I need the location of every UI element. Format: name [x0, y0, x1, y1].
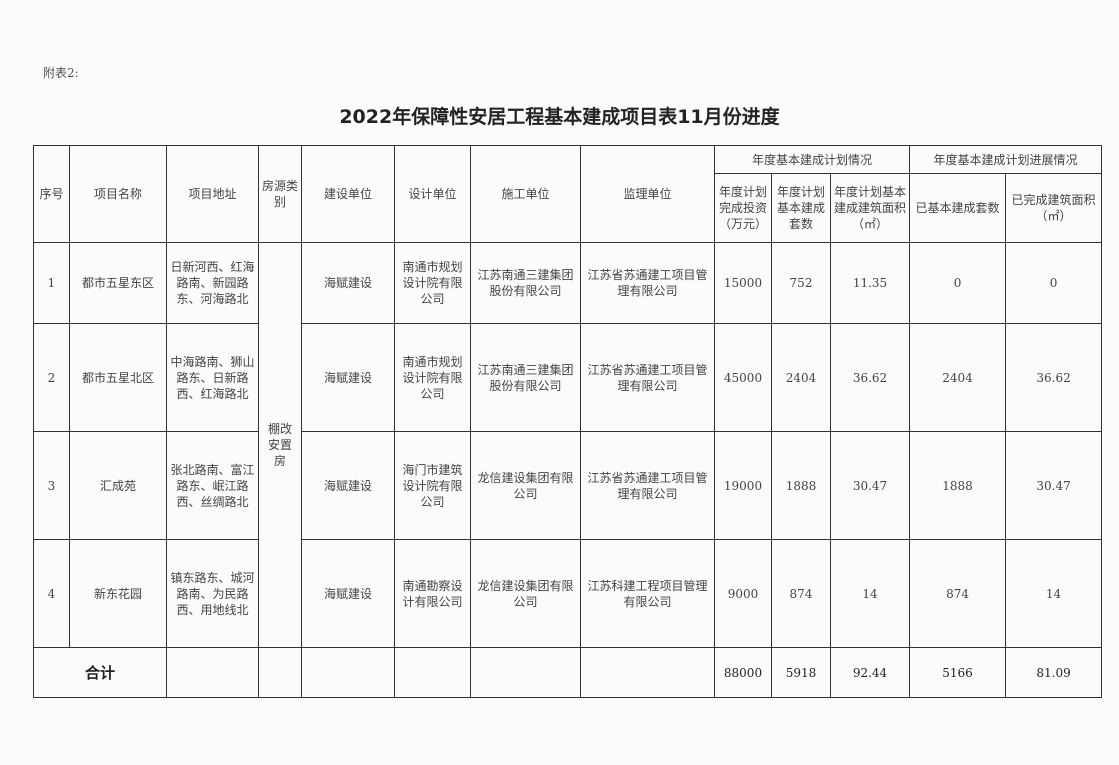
row-plan-units: 874: [771, 539, 831, 648]
row-address: 日新河西、红海路南、新园路东、河海路北: [166, 242, 259, 324]
header-name: 项目名称: [69, 145, 167, 243]
row-builder: 海赋建设: [301, 242, 395, 324]
header-plan-investment: 年度计划完成投资（万元）: [714, 173, 772, 243]
row-plan-area: 30.47: [829, 431, 911, 540]
total-plan-units: 5918: [771, 647, 831, 698]
total-empty: [258, 647, 302, 698]
row-supervisor: 江苏省苏通建工项目管理有限公司: [580, 242, 715, 324]
row-done-units: 0: [909, 242, 1007, 324]
row-builder: 海赋建设: [301, 539, 395, 648]
row-address: 中海路南、狮山路东、日新路西、红海路北: [166, 323, 259, 432]
header-plan-group: 年度基本建成计划情况: [713, 145, 911, 174]
header-done-units: 已基本建成套数: [909, 173, 1007, 243]
row-plan-area: 11.35: [829, 242, 911, 324]
total-plan-area: 92.44: [829, 647, 911, 698]
header-index: 序号: [33, 145, 70, 243]
row-plan-units: 2404: [771, 323, 831, 432]
row-contractor: 江苏南通三建集团股份有限公司: [470, 242, 581, 324]
row-done-units: 1888: [909, 431, 1007, 540]
row-supervisor: 江苏科建工程项目管理有限公司: [580, 539, 715, 648]
header-contractor: 施工单位: [470, 145, 581, 243]
row-designer: 海门市建筑设计院有限公司: [394, 431, 471, 540]
header-supervisor: 监理单位: [580, 145, 715, 243]
page-title: 2022年保障性安居工程基本建成项目表11月份进度: [339, 106, 780, 128]
header-address: 项目地址: [166, 145, 259, 243]
row-done-units: 874: [909, 539, 1007, 648]
header-done-area: 已完成建筑面积（㎡）: [1005, 173, 1103, 243]
row-contractor: 龙信建设集团有限公司: [470, 539, 581, 648]
row-done-area: 30.47: [1005, 431, 1103, 540]
header-designer: 设计单位: [394, 145, 471, 243]
row-plan-investment: 15000: [714, 242, 772, 324]
row-plan-investment: 45000: [714, 323, 772, 432]
table-row: 3 汇成苑 张北路南、富江路东、岷江路西、丝绸路北 海赋建设 海门市建筑设计院有…: [33, 431, 1103, 540]
total-plan-investment: 88000: [714, 647, 772, 698]
row-done-units: 2404: [909, 323, 1007, 432]
row-plan-investment: 9000: [714, 539, 772, 648]
row-done-area: 0: [1005, 242, 1103, 324]
row-index: 3: [33, 431, 70, 540]
table-row: 1 都市五星东区 日新河西、红海路南、新园路东、河海路北 棚改安置房 海赋建设 …: [33, 242, 1103, 648]
row-index: 1: [33, 242, 70, 324]
row-plan-units: 1888: [771, 431, 831, 540]
row-address: 镇东路东、城河路南、为民路西、用地线北: [166, 539, 259, 648]
total-empty: [470, 647, 581, 698]
row-plan-area: 14: [829, 539, 911, 648]
row-contractor: 龙信建设集团有限公司: [470, 431, 581, 540]
row-name: 都市五星北区: [69, 323, 167, 432]
row-builder: 海赋建设: [301, 323, 395, 432]
row-designer: 南通勘察设计有限公司: [394, 539, 471, 648]
row-index: 2: [33, 323, 70, 432]
appendix-note: 附表2:: [43, 66, 79, 80]
housing-type-cell: 棚改安置房: [258, 242, 302, 648]
row-name: 新东花园: [69, 539, 167, 648]
total-empty: [301, 647, 395, 698]
row-designer: 南通市规划设计院有限公司: [394, 242, 471, 324]
total-done-area: 81.09: [1005, 647, 1103, 698]
total-done-units: 5166: [909, 647, 1007, 698]
row-supervisor: 江苏省苏通建工项目管理有限公司: [580, 431, 715, 540]
row-plan-units: 752: [771, 242, 831, 324]
table-row: 2 都市五星北区 中海路南、狮山路东、日新路西、红海路北 海赋建设 南通市规划设…: [33, 323, 1103, 432]
row-plan-investment: 19000: [714, 431, 772, 540]
row-contractor: 江苏南通三建集团股份有限公司: [470, 323, 581, 432]
total-label: 合计: [33, 647, 167, 698]
row-done-area: 14: [1005, 539, 1103, 648]
project-table: 序号 项目名称 项目地址 房源类别 建设单位 设计单位 施工单位 监理单位 年度…: [33, 145, 1103, 698]
table-row: 4 新东花园 镇东路东、城河路南、为民路西、用地线北 海赋建设 南通勘察设计有限…: [33, 539, 1103, 648]
row-name: 汇成苑: [69, 431, 167, 540]
row-name: 都市五星东区: [69, 242, 167, 324]
header-progress-group: 年度基本建成计划进展情况: [909, 145, 1103, 174]
row-plan-area: 36.62: [829, 323, 911, 432]
row-supervisor: 江苏省苏通建工项目管理有限公司: [580, 323, 715, 432]
total-row: 合计 88000 5918 92.44 5166 81.09: [33, 647, 1103, 698]
header-builder: 建设单位: [301, 145, 395, 243]
header-housing-type: 房源类别: [258, 145, 302, 243]
row-designer: 南通市规划设计院有限公司: [394, 323, 471, 432]
total-empty: [166, 647, 259, 698]
row-address: 张北路南、富江路东、岷江路西、丝绸路北: [166, 431, 259, 540]
row-index: 4: [33, 539, 70, 648]
row-done-area: 36.62: [1005, 323, 1103, 432]
header-plan-area: 年度计划基本建成建筑面积（㎡）: [829, 173, 911, 243]
row-builder: 海赋建设: [301, 431, 395, 540]
total-empty: [580, 647, 715, 698]
total-empty: [394, 647, 471, 698]
header-plan-units: 年度计划基本建成套数: [771, 173, 831, 243]
